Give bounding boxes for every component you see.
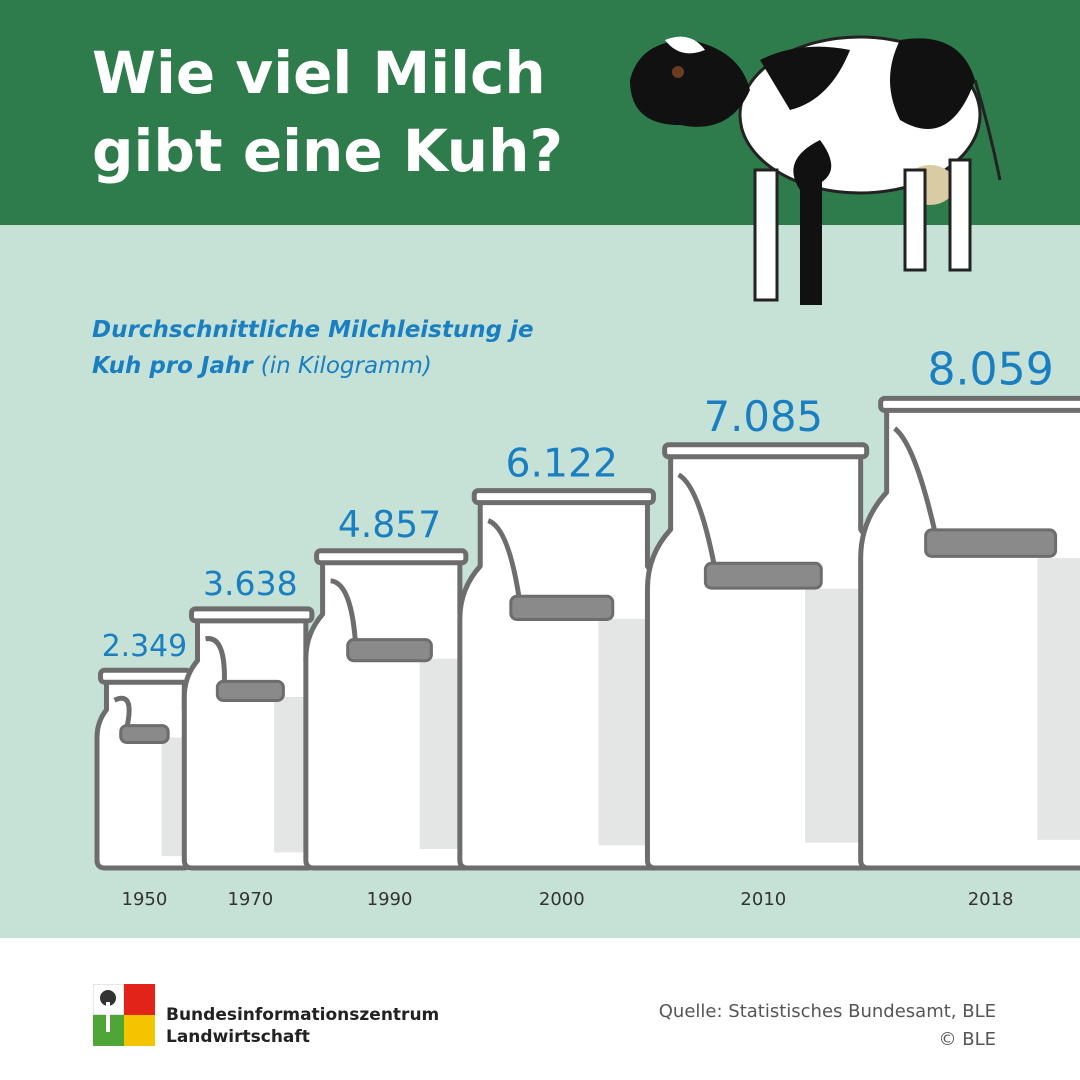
- x-tick-label: 2000: [539, 889, 585, 910]
- can-rim: [314, 548, 469, 566]
- source: Quelle: Statistisches Bundesamt, BLE: [658, 1001, 996, 1022]
- value-label: 7.085: [704, 392, 823, 441]
- can-handle: [215, 679, 285, 702]
- can-body: [858, 405, 1080, 871]
- can-handle-wire: [677, 472, 720, 581]
- logo-line: Bundesinformationszentrum: [166, 1005, 440, 1025]
- can-handle-wire: [487, 518, 524, 612]
- can-shade: [419, 658, 464, 849]
- logo-text: Bundesinformationszentrum Landwirtschaft: [166, 1004, 439, 1048]
- can-handle: [346, 638, 433, 663]
- x-tick-label: 1950: [122, 889, 168, 910]
- can-shade: [274, 696, 309, 853]
- value-label: 6.122: [506, 442, 619, 487]
- can-shade: [598, 618, 652, 846]
- milk-can: [457, 488, 667, 871]
- logo-line: Landwirtschaft: [166, 1027, 310, 1047]
- cow: [630, 35, 1002, 305]
- can-handle: [119, 724, 170, 744]
- subtitle: Durchschnittliche Milchleistung je Kuh p…: [92, 317, 534, 379]
- subtitle-block: Durchschnittliche Milchleistung je Kuh p…: [92, 312, 572, 384]
- can-handle: [509, 594, 615, 621]
- copyright: © BLE: [938, 1029, 996, 1050]
- logo-icon: [93, 984, 155, 1046]
- can-handle: [703, 561, 823, 590]
- value-label: 8.059: [927, 344, 1053, 395]
- can-rim: [471, 488, 656, 506]
- x-tick-label: 1990: [367, 889, 413, 910]
- can-handle: [924, 528, 1058, 558]
- title: Wie viel Milch gibt eine Kuh?: [92, 39, 564, 185]
- value-label: 2.349: [102, 629, 187, 664]
- milk-can: [858, 395, 1080, 871]
- can-rim: [189, 606, 315, 624]
- unit: (in Kilogramm): [260, 353, 432, 379]
- x-tick-label: 2018: [968, 889, 1014, 910]
- can-rim: [97, 667, 193, 685]
- can-handle-wire: [892, 426, 942, 550]
- footer: Bundesinformationszentrum Landwirtschaft …: [0, 938, 1080, 1080]
- chart: 2.349 1950 3.638 1970 4.857 1990 6.122 2000 7.08…: [94, 35, 1080, 910]
- value-label: 4.857: [338, 503, 441, 546]
- milk-can: [181, 606, 319, 871]
- can-shade: [805, 588, 866, 843]
- can-shade: [1037, 558, 1080, 840]
- milk-can: [303, 548, 476, 871]
- source-block: Quelle: Statistisches Bundesamt, BLE © BL…: [659, 998, 996, 1054]
- can-rim: [662, 442, 870, 460]
- value-label: 3.638: [203, 564, 298, 603]
- milk-can: [644, 442, 882, 871]
- x-tick-label: 2010: [740, 889, 786, 910]
- milk-can: [94, 667, 195, 871]
- x-tick-label: 1970: [227, 889, 273, 910]
- can-rim: [878, 395, 1080, 413]
